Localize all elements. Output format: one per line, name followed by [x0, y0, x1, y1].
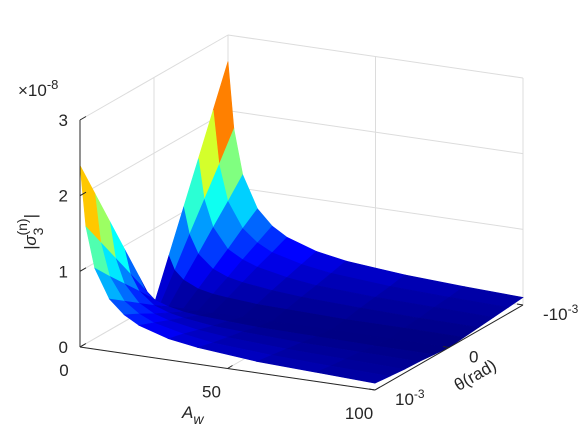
y-tick-label: 10-3: [395, 387, 425, 409]
multiplier-exponent: -8: [47, 77, 59, 92]
x-tick-label: 100: [345, 404, 373, 423]
z-tick-label: 2: [59, 187, 68, 206]
z-tick-label: 1: [59, 262, 68, 281]
z-tick: [79, 191, 87, 197]
y-tick-label: 0: [469, 348, 478, 367]
z-axis-label: |σ3(n)|: [14, 214, 46, 250]
surface-cell: [314, 365, 391, 384]
x-label-sub: w: [193, 411, 204, 427]
z-tick-label: 0: [59, 338, 68, 357]
y-tick-label-exponent: -3: [414, 387, 425, 401]
y-tick-label-base: -10: [543, 305, 568, 324]
z-multiplier: ×10-8: [18, 77, 58, 100]
y-tick: [368, 388, 376, 391]
x-label-main: A: [181, 403, 193, 422]
y-tick: [442, 346, 450, 348]
z-label-main: |σ: [21, 235, 40, 250]
surface: [79, 61, 524, 384]
multiplier-base: ×10: [18, 81, 47, 100]
x-tick-label: 50: [202, 383, 221, 402]
y-tick-label-exponent: -3: [568, 302, 579, 316]
z-label-end: |: [21, 214, 40, 218]
z-label-sub: 3: [30, 227, 46, 235]
x-tick-label: 0: [59, 361, 68, 380]
x-tick: [374, 386, 381, 391]
z-tick: [79, 267, 87, 272]
y-tick: [516, 303, 524, 306]
y-tick-label: -10-3: [543, 302, 579, 324]
z-tick-label: 3: [59, 111, 68, 130]
y-tick-label-base: 10: [395, 390, 414, 409]
x-axis-label: Aw: [181, 403, 204, 427]
x-tick: [227, 365, 233, 369]
z-tick: [79, 116, 87, 121]
x-tick: [79, 343, 86, 348]
z-label-sup: (n): [14, 218, 30, 235]
